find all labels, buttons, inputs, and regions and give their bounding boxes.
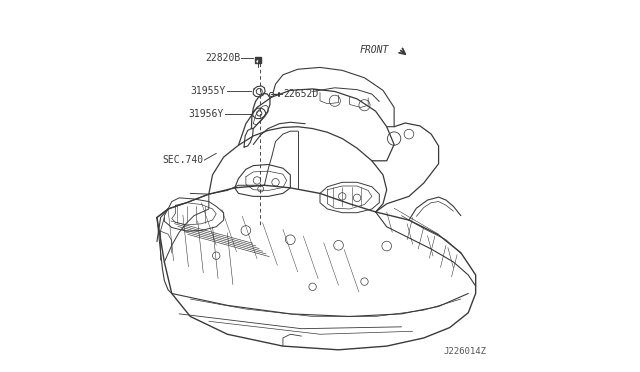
Text: FRONT: FRONT — [359, 45, 388, 55]
Text: J226014Z: J226014Z — [444, 347, 487, 356]
Text: 22820B: 22820B — [205, 53, 240, 63]
Text: 31956Y: 31956Y — [188, 109, 223, 119]
Text: 31955Y: 31955Y — [190, 87, 225, 96]
Text: SEC.740: SEC.740 — [162, 155, 204, 165]
Text: 22652D: 22652D — [283, 89, 318, 99]
